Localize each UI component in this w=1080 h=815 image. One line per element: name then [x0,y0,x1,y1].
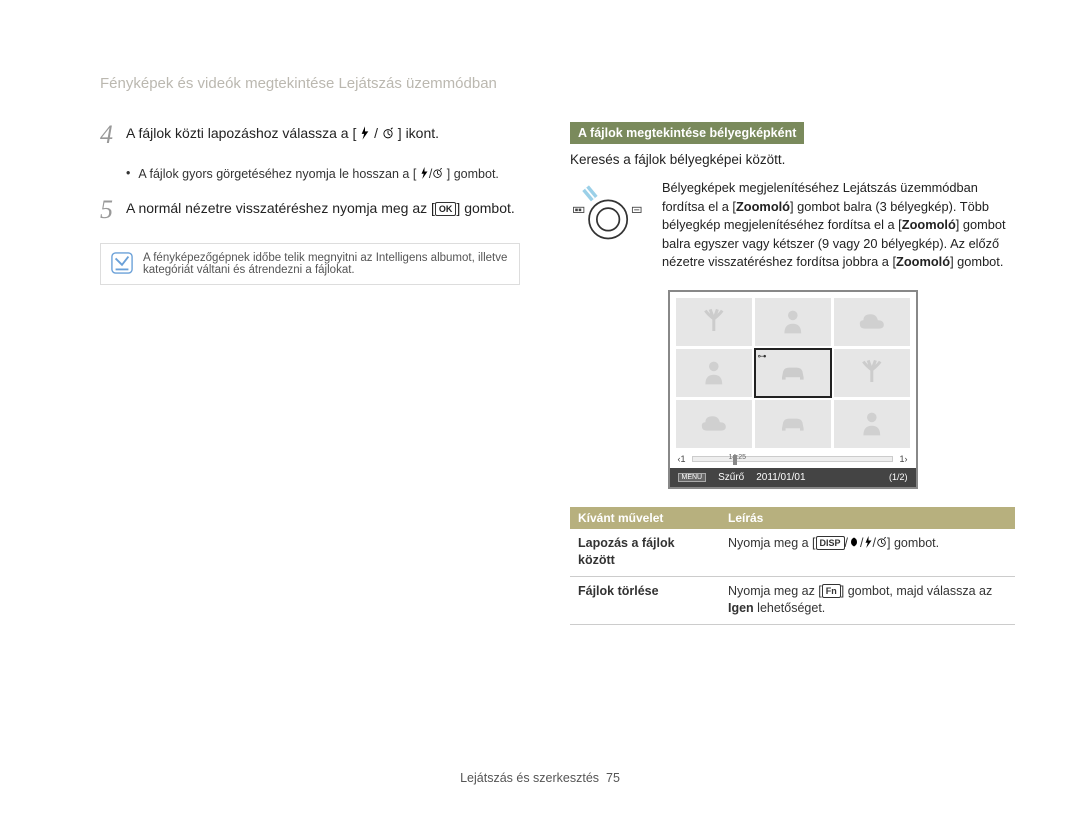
person-icon [691,358,737,387]
thumbnail [755,298,831,346]
table-row: Fájlok törlése Nyomja meg az [Fn] gombot… [570,576,1015,624]
flash-icon [420,166,429,180]
person-icon [849,409,895,438]
ok-button-icon: OK [435,202,457,216]
search-text: Keresés a fájlok bélyegképei között. [570,152,1015,167]
menu-button-icon: MENU [678,473,707,482]
step-number: 5 [100,197,126,223]
note-icon [111,252,133,274]
action-desc: Nyomja meg az [Fn] gombot, majd válassza… [720,576,1015,624]
flash-icon [360,126,370,140]
cloud-icon [849,307,895,336]
lock-icon: ⊶ [758,351,767,362]
action-name: Lapozás a fájlok között [570,529,720,577]
thumbnail [834,298,910,346]
screen-scrubber-row: ‹ 1 14:25 1 › [670,454,916,468]
timer-icon [432,166,443,180]
timer-icon [382,126,394,140]
step-body: A fájlok közti lapozáshoz válassza a [ /… [126,122,439,144]
disp-button-icon: DISP [816,536,845,550]
macro-icon [848,535,860,549]
thumbnail-selected: ⊶ [755,349,831,397]
filter-label: Szűrő [718,472,744,483]
right-column: A fájlok megtekintése bélyegképként Kere… [570,122,1015,625]
car-icon [770,358,816,387]
page-title: Fényképek és videók megtekintése Lejátsz… [100,75,1015,92]
palm-icon [849,358,895,387]
screen-date: 2011/01/01 [756,472,805,483]
car-icon [770,409,816,438]
note-text: A fényképezőgépnek időbe telik megnyitni… [143,252,509,276]
columns: 4 A fájlok közti lapozáshoz válassza a [… [100,122,1015,625]
nav-right-icon: › [905,454,908,464]
section-heading: A fájlok megtekintése bélyegképként [570,122,804,144]
step-4: 4 A fájlok közti lapozáshoz válassza a [… [100,122,520,148]
thumbnail [676,298,752,346]
action-desc: Nyomja meg a [DISP///] gombot. [720,529,1015,577]
thumbnail [755,400,831,448]
counter-left: 1 [681,454,686,464]
thumbnail-grid: ⊶ [670,292,916,454]
thumbnail [676,349,752,397]
step-body: A normál nézetre visszatéréshez nyomja m… [126,197,515,219]
step-4-bullet: A fájlok gyors görgetéséhez nyomja le ho… [126,166,520,181]
thumbnail [676,400,752,448]
step-5: 5 A normál nézetre visszatéréshez nyomja… [100,197,520,223]
thumbnail [834,400,910,448]
scrubber: 14:25 [692,456,894,462]
zoom-dial-illustration [570,179,648,247]
timer-icon [876,535,887,549]
page: Fényképek és videók megtekintése Lejátsz… [0,0,1080,625]
flash-icon [864,535,873,549]
step-number: 4 [100,122,126,148]
action-name: Fájlok törlése [570,576,720,624]
table-row: Lapozás a fájlok között Nyomja meg a [DI… [570,529,1015,577]
page-indicator: (1/2) [889,472,908,482]
screen-bottom-bar: MENU Szűrő 2011/01/01 (1/2) [670,468,916,487]
scrub-time: 14:25 [729,454,747,461]
fn-button-icon: Fn [822,584,841,598]
note-box: A fényképezőgépnek időbe telik megnyitni… [100,243,520,285]
camera-screen-preview: ⊶ ‹ 1 14:25 1 › [668,290,918,489]
scrub-handle [733,455,737,465]
zoom-block: Bélyegképek megjelenítéséhez Lejátszás ü… [570,179,1015,272]
page-footer: Lejátszás és szerkesztés 75 [0,771,1080,785]
cloud-icon [691,409,737,438]
table-header-desc: Leírás [720,507,1015,529]
zoom-description: Bélyegképek megjelenítéséhez Lejátszás ü… [662,179,1015,272]
palm-icon [691,307,737,336]
person-icon [770,307,816,336]
action-table: Kívánt művelet Leírás Lapozás a fájlok k… [570,507,1015,625]
left-column: 4 A fájlok közti lapozáshoz válassza a [… [100,122,520,625]
thumbnail [834,349,910,397]
table-header-action: Kívánt művelet [570,507,720,529]
